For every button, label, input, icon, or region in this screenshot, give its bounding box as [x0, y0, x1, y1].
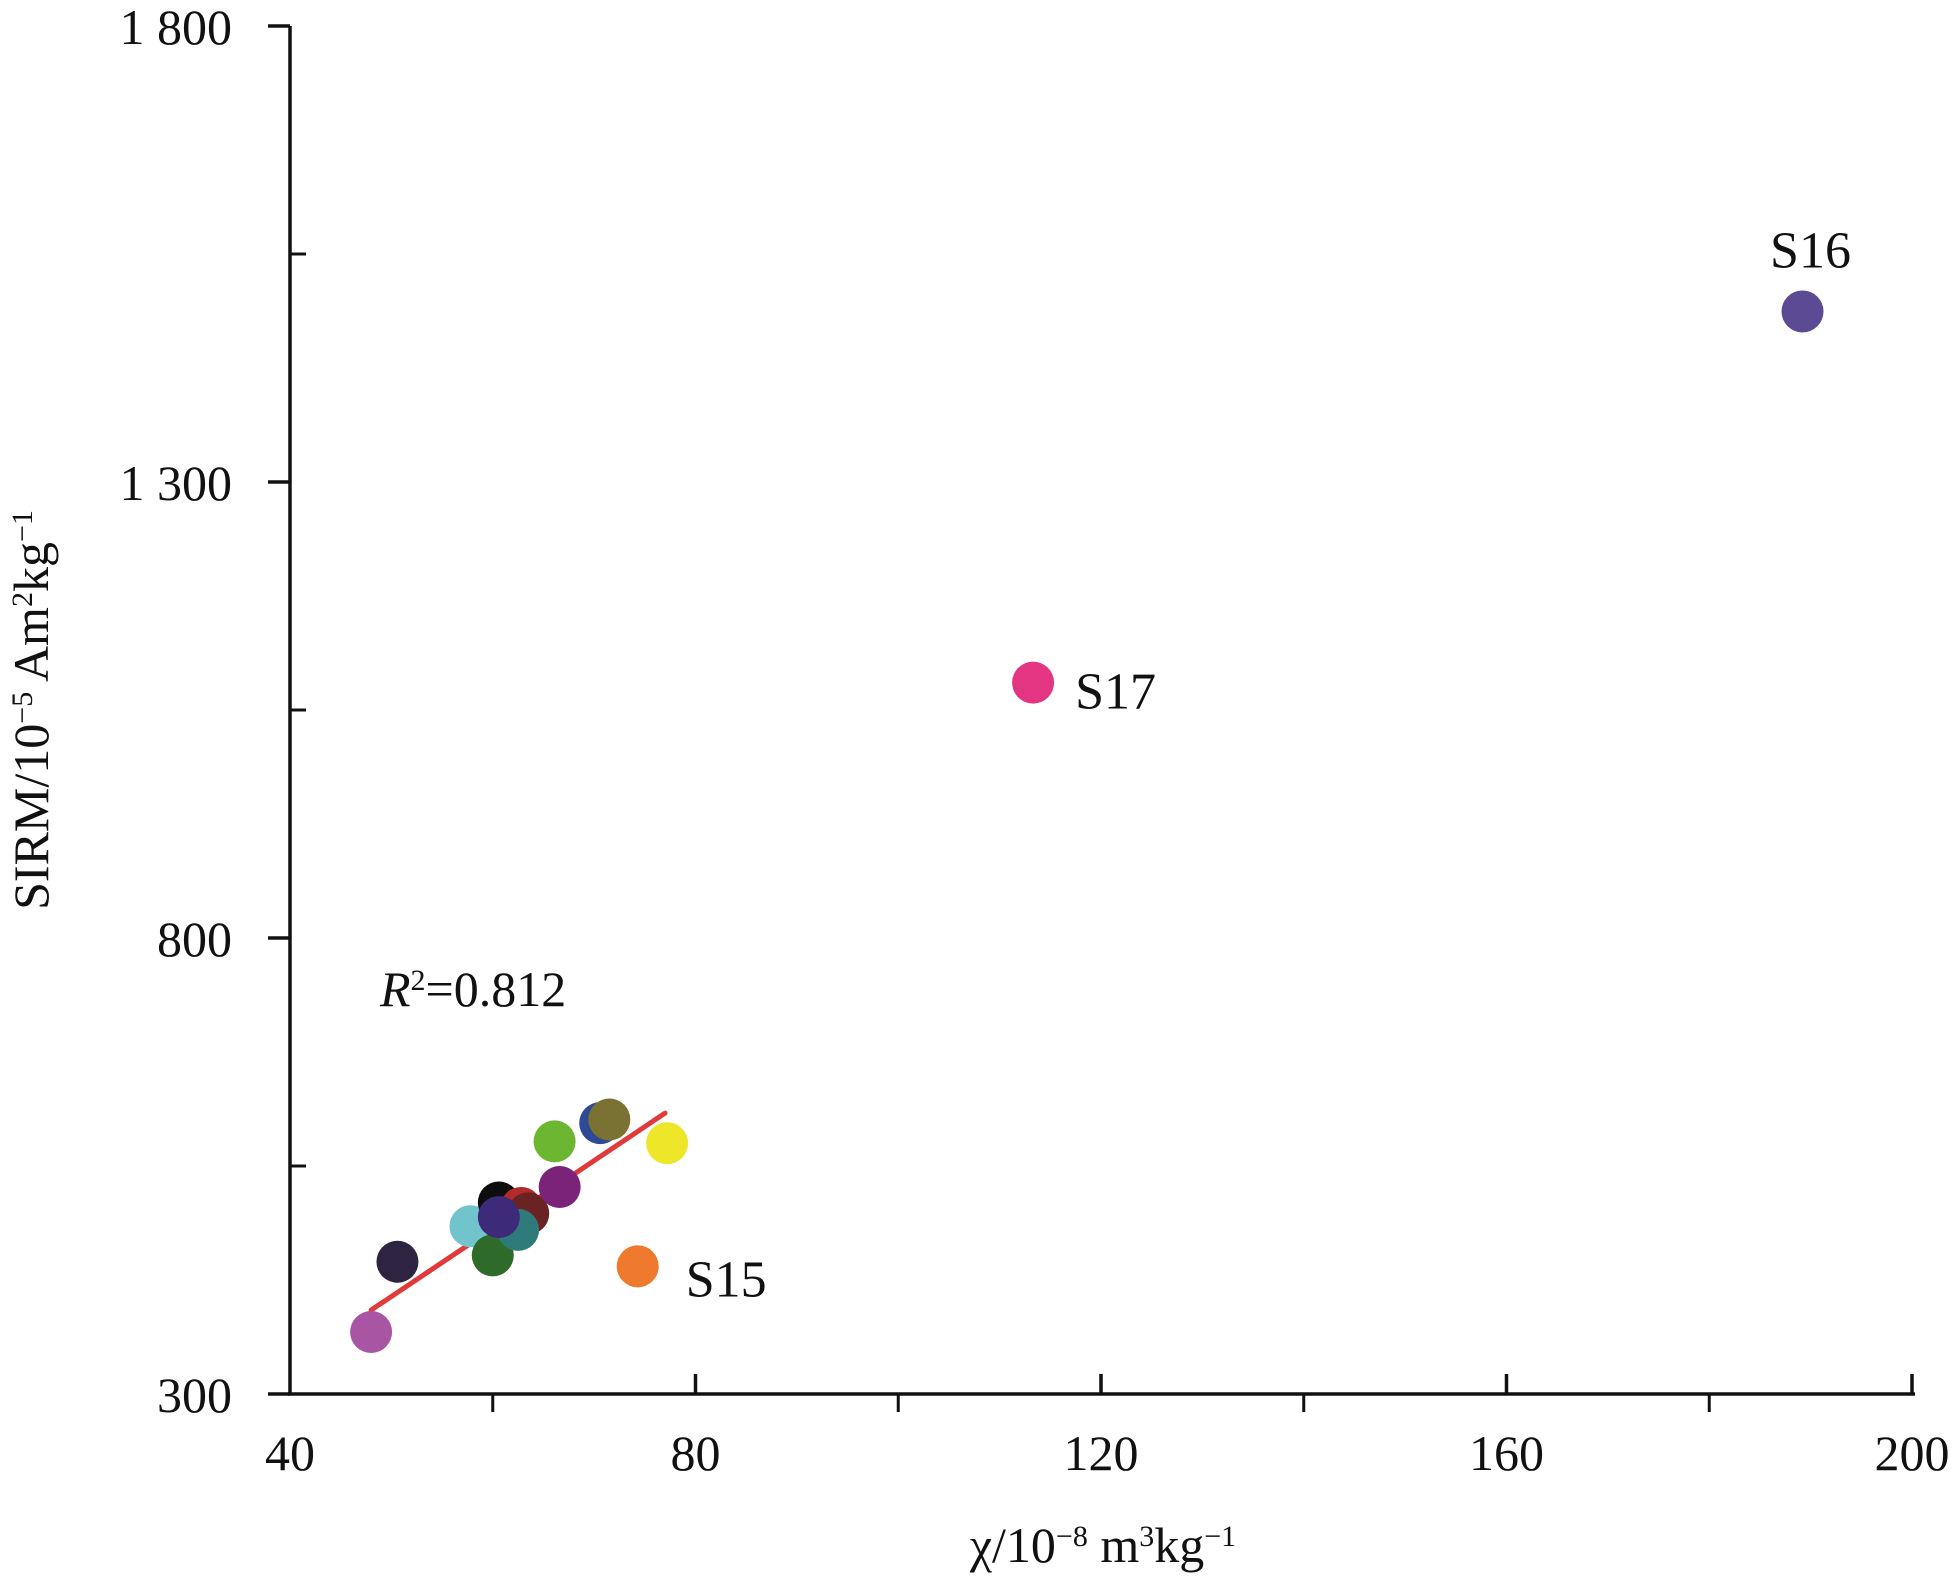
r-squared-symbol: R: [379, 961, 411, 1017]
scatter-point: [538, 1165, 581, 1208]
y-axis-label-base: SIRM/10: [3, 724, 59, 910]
point-labels: S15 S17 S16: [686, 222, 1851, 1308]
x-axis-label-base: χ/10: [969, 1517, 1056, 1573]
scatter-point: [1012, 661, 1055, 704]
scatter-point: [588, 1098, 631, 1141]
r-squared-value: =0.812: [426, 961, 567, 1017]
point-label: S15: [686, 1251, 767, 1308]
y-tick-label: 800: [157, 911, 232, 967]
x-axis-label-exp1: −8: [1056, 1520, 1088, 1553]
x-tick-label: 160: [1469, 1425, 1544, 1481]
scatter-point: [477, 1196, 520, 1239]
x-axis-label-tail: kg: [1154, 1517, 1204, 1573]
y-tick-label: 1 800: [120, 0, 233, 55]
scatter-point: [350, 1310, 393, 1353]
x-axis-label: χ/10−8 m3kg−1: [969, 1517, 1236, 1573]
data-points: [350, 290, 1824, 1353]
scatter-point: [533, 1120, 576, 1163]
r-squared-exp: 2: [411, 964, 426, 997]
x-axis-label-exp2: 3: [1139, 1520, 1154, 1553]
point-label: S17: [1075, 664, 1156, 721]
x-axis-label-exp3: −1: [1204, 1520, 1236, 1553]
x-tick-label: 80: [671, 1425, 721, 1481]
scatter-point: [471, 1234, 514, 1277]
x-tick-label: 120: [1064, 1425, 1139, 1481]
y-axis-label-exp3: −1: [6, 510, 39, 542]
scatter-point: [1781, 290, 1824, 333]
ticks: [268, 24, 1914, 1412]
x-axis-label-mid: m: [1088, 1517, 1140, 1573]
scatter-point: [376, 1240, 419, 1283]
tick-labels: 40 80 120 160 200 300 800 1 300 1 800: [120, 0, 1950, 1481]
y-axis-label-tail: kg: [3, 542, 59, 592]
scatter-point: [646, 1122, 689, 1165]
y-tick-label: 1 300: [120, 455, 233, 511]
point-label: S16: [1770, 222, 1851, 279]
y-axis-label-exp2: 2: [6, 592, 39, 607]
r-squared-annotation: R2=0.812: [379, 961, 566, 1017]
y-axis-label: SIRM/10−5 Am2kg−1: [3, 510, 59, 910]
y-tick-label: 300: [157, 1367, 232, 1423]
x-tick-label: 40: [265, 1425, 315, 1481]
y-axis-label-exp1: −5: [6, 692, 39, 724]
x-tick-label: 200: [1875, 1425, 1950, 1481]
y-axis-label-mid: Am: [3, 607, 59, 692]
scatter-point: [616, 1245, 659, 1288]
